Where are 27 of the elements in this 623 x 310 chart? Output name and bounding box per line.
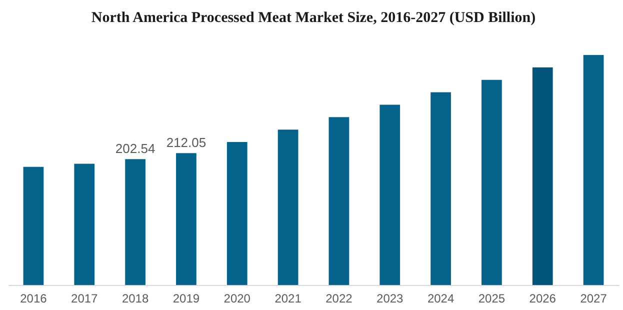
x-tick-label: 2025 — [478, 292, 506, 306]
data-label: 212.05 — [166, 135, 206, 150]
x-tick-label: 2018 — [122, 292, 149, 306]
bar — [125, 159, 146, 285]
x-tick-label: 2026 — [529, 292, 556, 306]
x-tick-label: 2019 — [172, 292, 200, 306]
x-tick-label: 2017 — [71, 292, 98, 306]
x-tick-label: 2027 — [580, 292, 608, 306]
x-tick-label: 2024 — [427, 292, 454, 306]
bar — [23, 166, 44, 285]
x-tick-label: 2020 — [224, 292, 251, 306]
bar — [583, 55, 604, 285]
x-tick-label: 2022 — [326, 292, 353, 306]
bar — [226, 142, 248, 285]
bar — [482, 80, 502, 285]
x-tick-label: 2021 — [274, 292, 302, 306]
bar — [176, 153, 196, 285]
chart-title: North America Processed Meat Market Size, 2016-2027 (USD Billion) — [91, 10, 536, 26]
bar — [328, 117, 350, 285]
bar — [380, 104, 400, 285]
data-label: 202.54 — [115, 141, 156, 156]
x-tick-label: 2023 — [376, 292, 404, 306]
bar — [74, 164, 95, 285]
x-tick-label: 2016 — [20, 292, 48, 306]
bar — [278, 130, 298, 285]
bar — [532, 67, 553, 285]
bar — [430, 92, 451, 285]
